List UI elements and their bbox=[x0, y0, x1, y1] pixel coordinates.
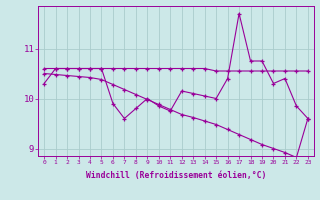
X-axis label: Windchill (Refroidissement éolien,°C): Windchill (Refroidissement éolien,°C) bbox=[86, 171, 266, 180]
